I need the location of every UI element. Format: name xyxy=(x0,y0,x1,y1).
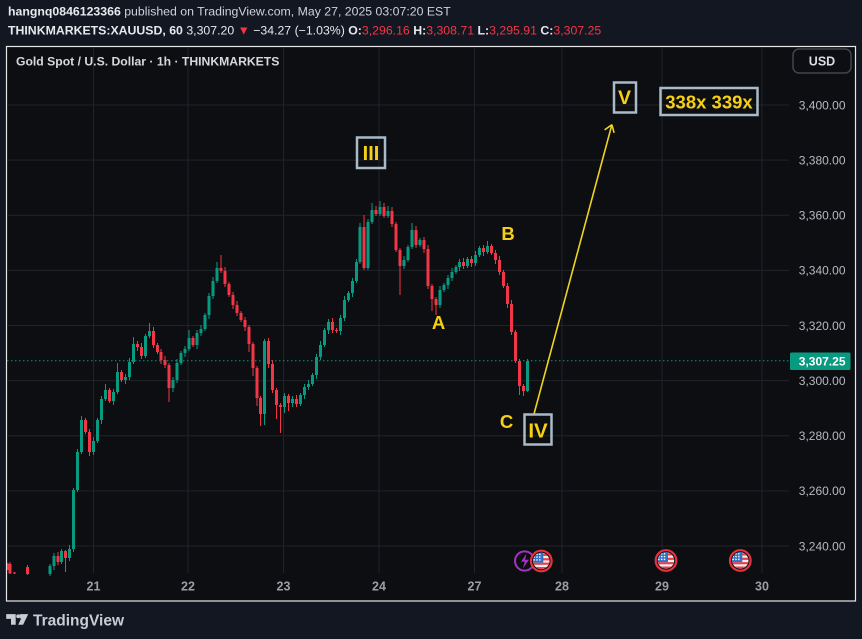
svg-text:3,240.00: 3,240.00 xyxy=(799,539,846,553)
svg-text:3,300.00: 3,300.00 xyxy=(799,374,846,388)
svg-text:3,260.00: 3,260.00 xyxy=(799,484,846,498)
svg-text:A: A xyxy=(432,312,445,333)
svg-text:21: 21 xyxy=(87,580,101,594)
svg-text:28: 28 xyxy=(555,580,569,594)
svg-text:29: 29 xyxy=(655,580,669,594)
svg-text:338x 339x: 338x 339x xyxy=(665,92,753,113)
svg-text:24: 24 xyxy=(372,580,386,594)
svg-text:22: 22 xyxy=(181,580,195,594)
svg-text:USD: USD xyxy=(809,55,835,69)
svg-text:hangnq0846123366 published on: hangnq0846123366 published on TradingVie… xyxy=(8,5,451,19)
svg-text:IV: IV xyxy=(528,420,548,443)
svg-text:B: B xyxy=(501,223,514,244)
svg-text:23: 23 xyxy=(277,580,291,594)
svg-text:3,360.00: 3,360.00 xyxy=(799,209,846,223)
svg-text:III: III xyxy=(363,143,380,165)
svg-text:V: V xyxy=(618,87,631,109)
svg-text:C: C xyxy=(500,411,513,432)
svg-text:Gold Spot / U.S. Dollar · 1h ·: Gold Spot / U.S. Dollar · 1h · THINKMARK… xyxy=(16,55,279,69)
svg-text:3,307.25: 3,307.25 xyxy=(799,355,846,369)
svg-text:30: 30 xyxy=(755,580,769,594)
svg-text:3,280.00: 3,280.00 xyxy=(799,429,846,443)
svg-text:THINKMARKETS:XAUUSD, 60 3,307.: THINKMARKETS:XAUUSD, 60 3,307.20 ▼ −34.2… xyxy=(8,24,601,38)
svg-text:3,380.00: 3,380.00 xyxy=(799,153,846,167)
svg-text:3,400.00: 3,400.00 xyxy=(799,98,846,112)
svg-text:3,320.00: 3,320.00 xyxy=(799,319,846,333)
svg-text:3,340.00: 3,340.00 xyxy=(799,264,846,278)
svg-text:TradingView: TradingView xyxy=(33,613,125,630)
svg-text:27: 27 xyxy=(468,580,482,594)
